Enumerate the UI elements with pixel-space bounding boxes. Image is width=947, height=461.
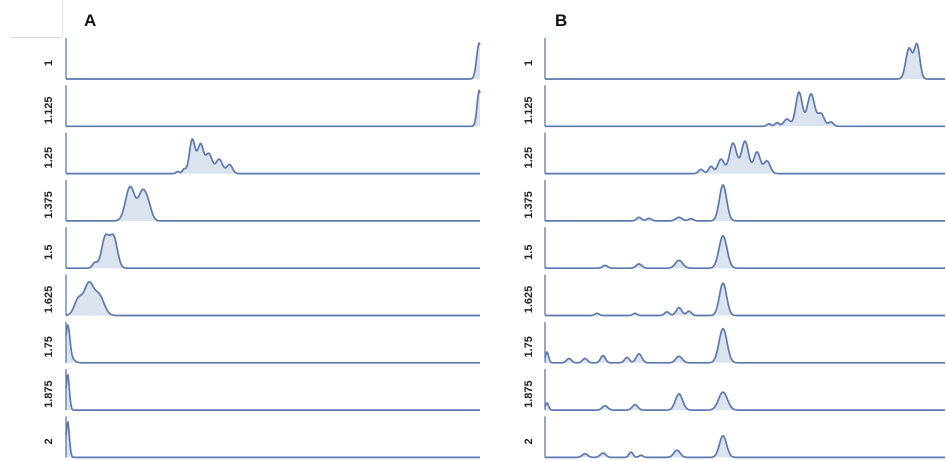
row-label-b-8: 2 <box>523 438 535 444</box>
ridge-line-a-6 <box>65 324 480 364</box>
ridge-area-a-5 <box>66 281 480 316</box>
row-label-b-3: 1.375 <box>523 191 535 219</box>
row-label-a-1: 1.125 <box>43 97 55 125</box>
ridge-line-b-0 <box>545 42 945 80</box>
ridge-row-a-0: 1 <box>43 38 481 80</box>
ridge-line-a-7 <box>65 373 480 411</box>
ridge-line-b-3 <box>545 184 945 222</box>
ridge-area-b-1 <box>545 92 945 127</box>
panel-letter-b: B <box>555 11 567 30</box>
row-label-b-0: 1 <box>523 60 535 66</box>
ridge-line-a-0 <box>66 42 481 80</box>
ridge-area-b-4 <box>545 235 945 269</box>
ridge-line-b-2 <box>545 140 945 175</box>
row-label-b-7: 1.875 <box>523 380 535 408</box>
ridge-row-a-1: 1.125 <box>43 85 481 128</box>
ridge-row-a-6: 1.75 <box>43 321 480 364</box>
ridge-row-a-2: 1.25 <box>43 132 480 175</box>
ridge-line-b-4 <box>545 234 945 270</box>
row-label-a-8: 2 <box>43 438 55 444</box>
ridge-line-b-7 <box>544 391 945 411</box>
ridge-area-a-2 <box>66 138 480 174</box>
row-label-a-2: 1.25 <box>43 147 55 168</box>
ridge-row-b-4: 1.5 <box>523 227 945 270</box>
panel-a: 1 1.125 1.25 1.375 1.5 1.625 1.75 1.875 2 <box>43 38 481 459</box>
panel-letter-a: A <box>84 11 96 30</box>
ridge-area-a-0 <box>66 43 480 79</box>
ridge-area-b-3 <box>545 184 945 221</box>
ridge-area-b-6 <box>545 328 945 363</box>
ridge-line-a-3 <box>66 185 480 222</box>
ridge-row-a-3: 1.375 <box>43 179 480 222</box>
ridge-row-b-5: 1.625 <box>523 274 945 317</box>
row-label-b-6: 1.75 <box>523 336 535 357</box>
row-label-b-5: 1.625 <box>523 286 535 314</box>
row-label-a-4: 1.5 <box>43 245 55 260</box>
ridge-area-a-7 <box>66 374 480 411</box>
ridge-row-b-1: 1.125 <box>523 85 945 128</box>
ridge-area-a-6 <box>66 325 480 363</box>
row-label-a-3: 1.375 <box>43 191 55 219</box>
ridge-row-b-0: 1 <box>523 38 945 80</box>
ridge-row-b-7: 1.875 <box>523 369 945 411</box>
ridge-row-b-3: 1.375 <box>523 179 945 222</box>
ridge-line-a-8 <box>65 421 480 459</box>
ridge-row-a-4: 1.5 <box>43 227 480 270</box>
ridge-line-b-1 <box>545 91 945 128</box>
ridge-line-a-1 <box>66 89 481 128</box>
ridge-row-a-8: 2 <box>43 416 480 459</box>
ridge-row-a-5: 1.625 <box>43 274 480 317</box>
row-label-a-0: 1 <box>43 60 55 66</box>
row-label-a-7: 1.875 <box>43 380 55 408</box>
ridge-line-a-4 <box>66 233 480 270</box>
ridge-area-a-1 <box>66 90 480 127</box>
row-label-b-4: 1.5 <box>523 245 535 260</box>
ridge-area-b-7 <box>545 392 945 411</box>
ridge-row-a-7: 1.875 <box>43 369 480 411</box>
ridge-line-b-8 <box>545 434 945 459</box>
row-label-a-5: 1.625 <box>43 286 55 314</box>
ridge-area-a-4 <box>66 234 480 269</box>
panel-b: 1 1.125 1.25 1.375 1.5 1.625 1.75 1.875 2 <box>523 38 945 459</box>
ridge-area-b-0 <box>545 43 945 79</box>
ridge-row-b-8: 2 <box>523 416 945 459</box>
corner-rule-vertical <box>62 0 63 37</box>
ridge-area-b-2 <box>545 141 945 174</box>
ridge-line-b-5 <box>545 282 945 317</box>
corner-rule-horizontal <box>10 37 62 38</box>
ridge-area-b-8 <box>545 435 945 458</box>
ridge-row-b-6: 1.75 <box>523 321 945 364</box>
ridge-line-a-5 <box>65 280 480 317</box>
ridge-row-b-2: 1.25 <box>523 132 945 175</box>
row-label-b-1: 1.125 <box>523 97 535 125</box>
ridge-line-b-6 <box>544 327 945 364</box>
row-label-b-2: 1.25 <box>523 147 535 168</box>
ridge-area-b-5 <box>545 283 945 316</box>
ridge-area-a-8 <box>66 422 480 458</box>
row-label-a-6: 1.75 <box>43 336 55 357</box>
ridge-line-a-2 <box>66 138 480 175</box>
